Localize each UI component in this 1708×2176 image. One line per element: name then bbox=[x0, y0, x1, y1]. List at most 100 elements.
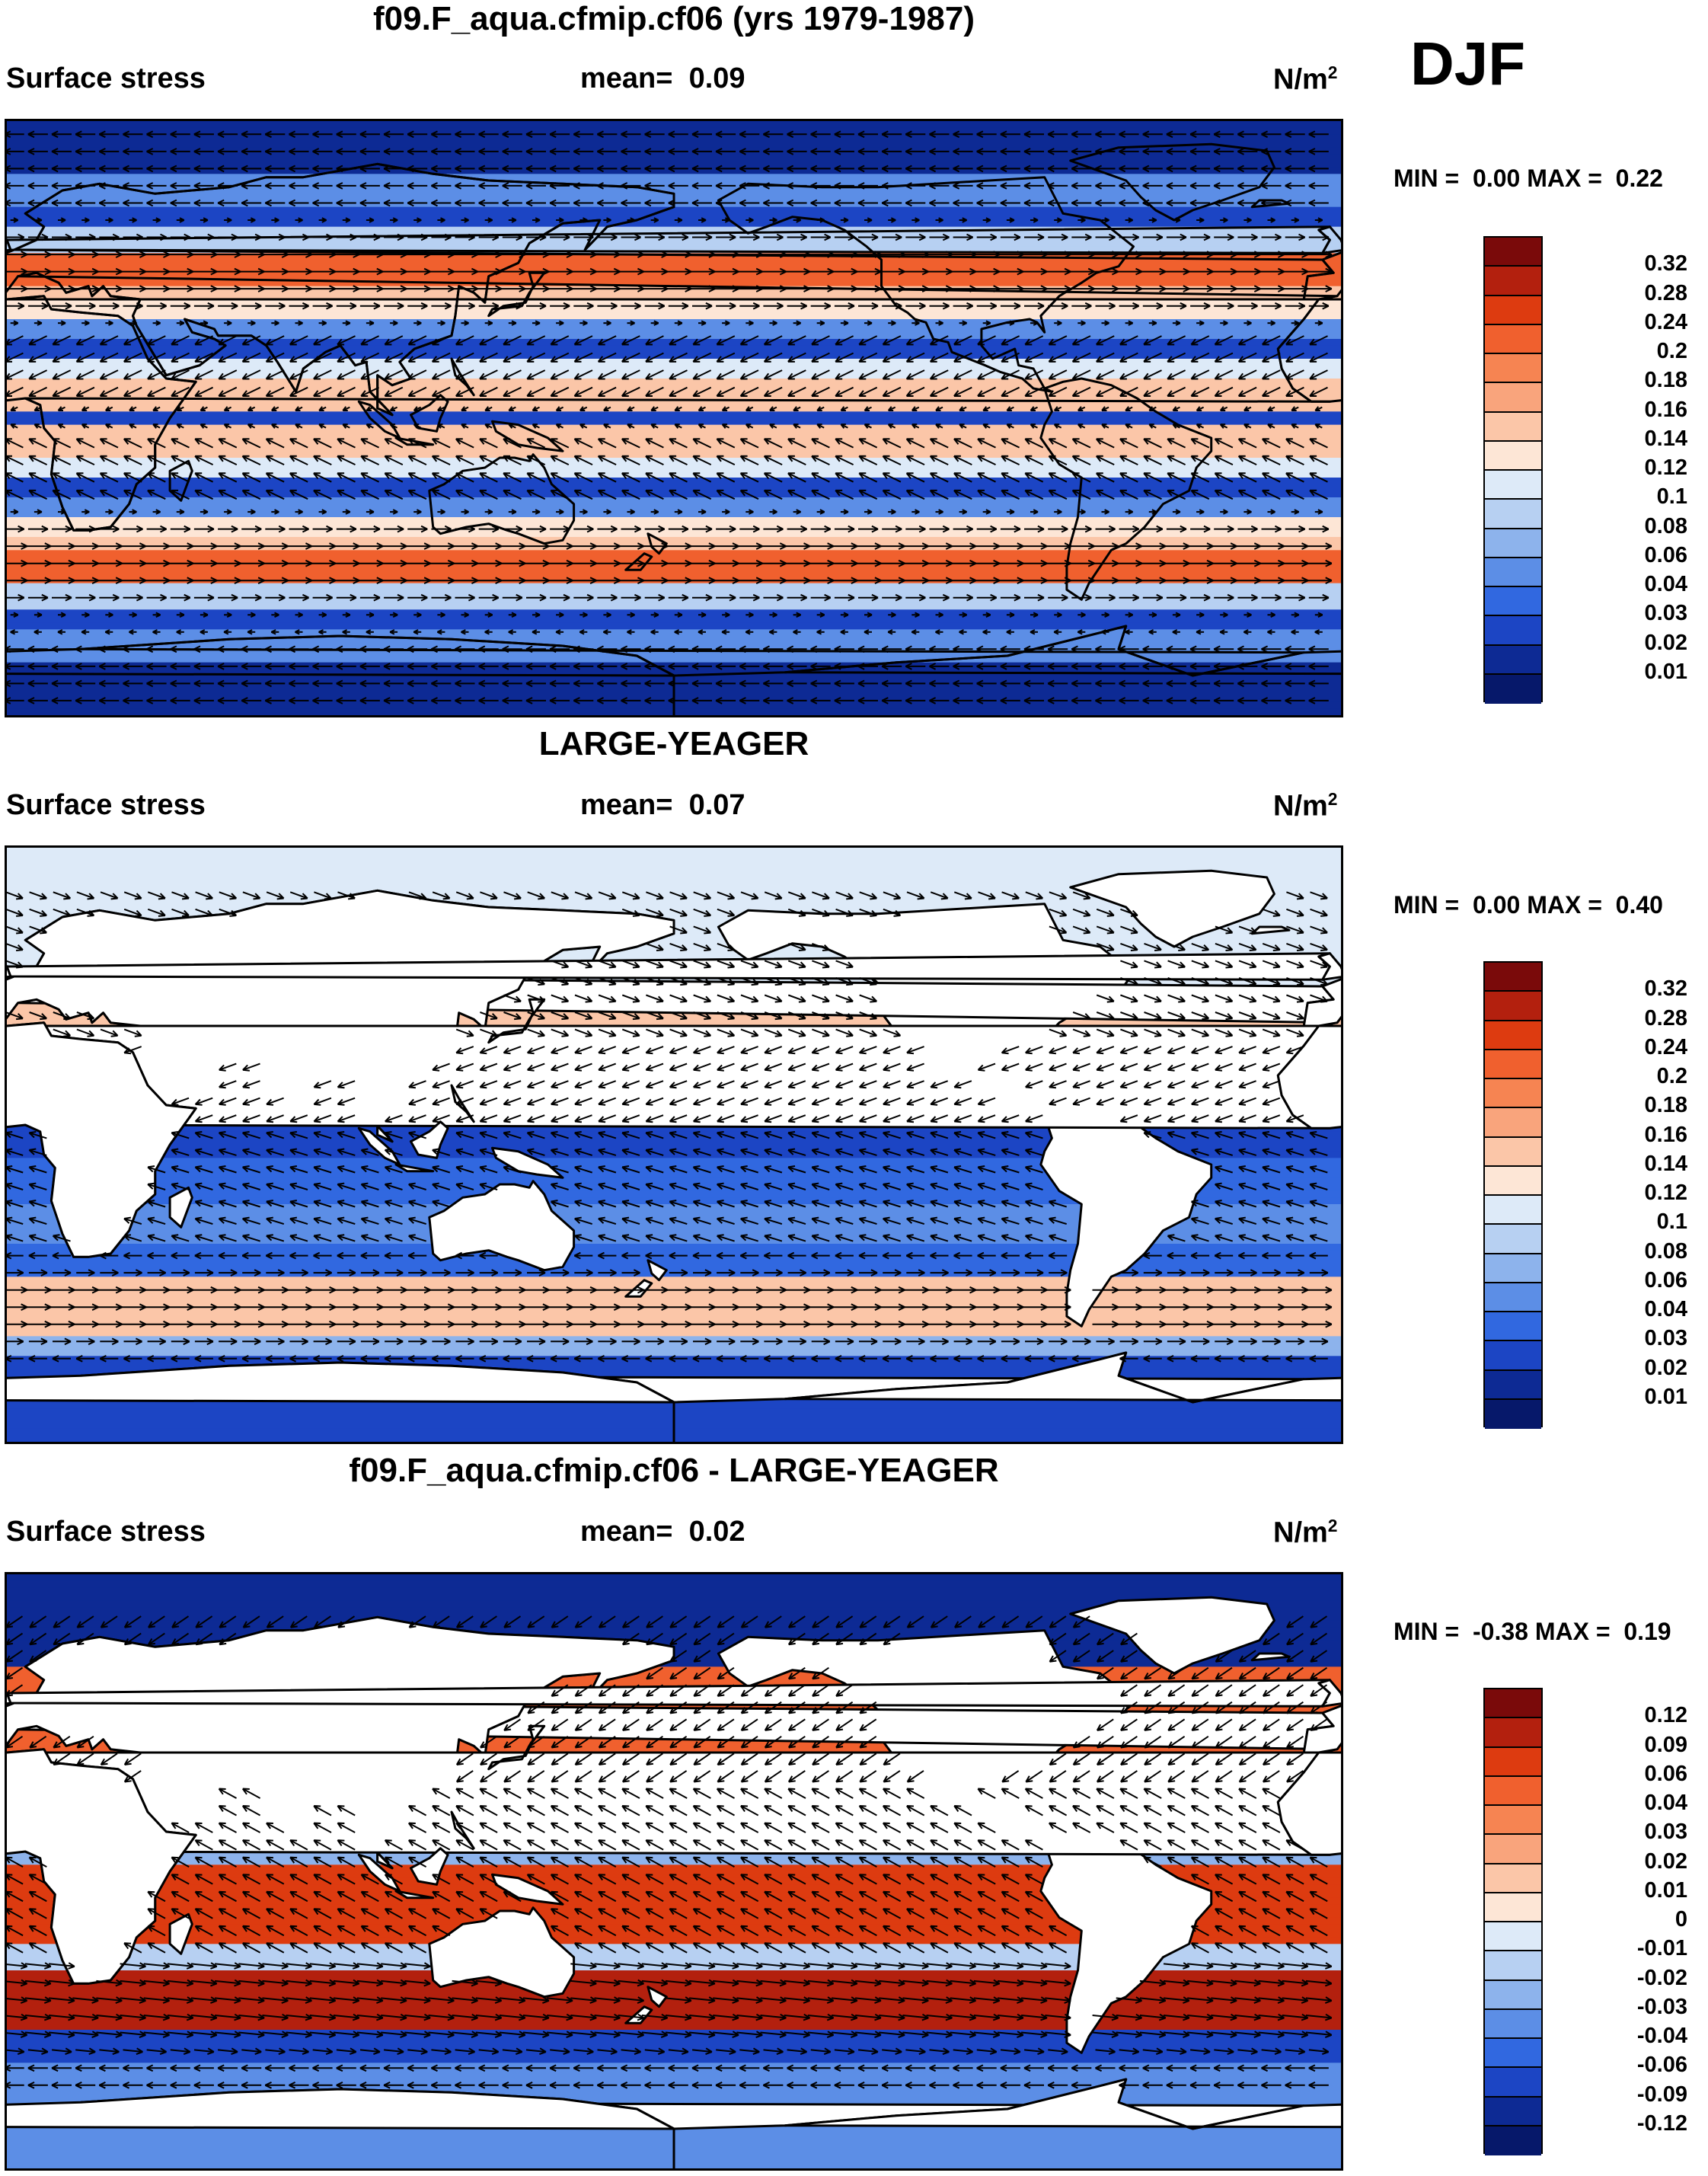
wind-stress-vector bbox=[787, 335, 806, 346]
wind-stress-vector bbox=[7, 165, 24, 173]
wind-stress-vector bbox=[692, 352, 712, 363]
wind-stress-vector bbox=[52, 455, 72, 466]
wind-stress-vector bbox=[787, 302, 808, 310]
wind-stress-vector bbox=[935, 423, 943, 429]
wind-stress-vector bbox=[739, 369, 759, 380]
wind-stress-vector bbox=[858, 369, 878, 380]
wind-stress-vector bbox=[1024, 352, 1044, 363]
wind-stress-vector bbox=[811, 455, 830, 466]
wind-stress-vector bbox=[7, 455, 24, 466]
wind-stress-vector bbox=[816, 320, 825, 326]
wind-stress-vector bbox=[479, 438, 498, 449]
wind-stress-vector bbox=[1267, 217, 1275, 223]
wind-stress-vector bbox=[691, 130, 712, 139]
wind-stress-vector bbox=[1006, 320, 1015, 326]
field-band bbox=[7, 161, 1341, 168]
coastline-africa bbox=[7, 295, 197, 532]
wind-stress-vector bbox=[176, 423, 184, 429]
wind-stress-vector bbox=[52, 302, 72, 310]
wind-stress-vector bbox=[455, 352, 474, 363]
colorbar-segment bbox=[1485, 963, 1541, 992]
wind-stress-vector bbox=[691, 182, 712, 190]
wind-stress-vector bbox=[739, 386, 759, 397]
wind-stress-vector bbox=[1214, 438, 1234, 449]
colorbar-segment bbox=[1485, 1341, 1541, 1371]
wind-stress-vector bbox=[762, 130, 784, 139]
wind-stress-vector bbox=[479, 455, 498, 466]
colorbar-segment bbox=[1485, 1399, 1541, 1429]
wind-stress-vector bbox=[1285, 165, 1305, 173]
wind-stress-vector bbox=[265, 233, 286, 241]
wind-stress-vector bbox=[123, 165, 143, 173]
wind-stress-vector bbox=[1001, 386, 1020, 397]
wind-stress-vector bbox=[1142, 199, 1163, 207]
wind-stress-vector bbox=[312, 182, 333, 190]
wind-stress-vector bbox=[176, 217, 185, 223]
wind-stress-vector bbox=[34, 217, 43, 223]
wind-stress-vector bbox=[313, 335, 332, 346]
wind-stress-vector bbox=[1071, 302, 1092, 310]
field-band bbox=[7, 1587, 1341, 1595]
wind-stress-vector bbox=[147, 335, 166, 346]
wind-stress-vector bbox=[318, 423, 327, 429]
wind-stress-vector bbox=[289, 386, 308, 397]
wind-stress-vector bbox=[1095, 165, 1116, 173]
wind-stress-vector bbox=[247, 406, 256, 411]
field-band bbox=[7, 286, 1341, 293]
field-band bbox=[7, 543, 1341, 551]
wind-stress-vector bbox=[52, 472, 72, 483]
wind-stress-vector bbox=[1095, 233, 1116, 241]
wind-stress-vector bbox=[715, 182, 736, 190]
wind-stress-vector bbox=[1000, 302, 1021, 310]
wind-stress-vector bbox=[318, 320, 327, 326]
panel1-mean-label: mean= bbox=[580, 62, 673, 94]
wind-stress-vector bbox=[835, 335, 854, 346]
wind-stress-vector bbox=[959, 406, 967, 411]
colorbar-tick-label: 0.28 bbox=[1644, 280, 1687, 305]
wind-stress-vector bbox=[170, 130, 190, 139]
wind-stress-vector bbox=[171, 335, 190, 346]
wind-stress-vector bbox=[644, 165, 665, 173]
wind-stress-vector bbox=[478, 165, 499, 173]
wind-stress-vector bbox=[7, 369, 24, 380]
wind-stress-vector bbox=[479, 369, 498, 380]
wind-stress-vector bbox=[295, 320, 303, 326]
wind-stress-vector bbox=[289, 369, 308, 380]
wind-stress-vector bbox=[7, 233, 25, 241]
wind-stress-vector bbox=[407, 165, 428, 173]
panel1-max-value: 0.22 bbox=[1615, 165, 1663, 192]
wind-stress-vector bbox=[223, 406, 232, 411]
field-band bbox=[7, 379, 1341, 386]
wind-stress-vector bbox=[313, 386, 332, 397]
wind-stress-vector bbox=[170, 302, 191, 310]
wind-stress-vector bbox=[715, 199, 736, 207]
wind-stress-vector bbox=[193, 165, 214, 173]
colorbar-tick-label: 0.18 bbox=[1644, 368, 1687, 393]
wind-stress-vector bbox=[526, 472, 546, 483]
wind-stress-vector bbox=[52, 369, 72, 380]
wind-stress-vector bbox=[977, 438, 996, 449]
wind-stress-vector bbox=[621, 438, 640, 449]
wind-stress-vector bbox=[1101, 406, 1109, 411]
wind-stress-vector bbox=[811, 335, 830, 346]
wind-stress-vector bbox=[835, 352, 854, 363]
wind-stress-vector bbox=[763, 455, 783, 466]
wind-stress-vector bbox=[1285, 438, 1304, 449]
wind-stress-vector bbox=[1054, 217, 1062, 223]
wind-stress-vector bbox=[27, 165, 48, 173]
wind-stress-vector bbox=[597, 335, 617, 346]
wind-stress-vector bbox=[289, 148, 309, 155]
wind-stress-vector bbox=[431, 455, 451, 466]
wind-stress-vector bbox=[7, 335, 24, 346]
wind-stress-vector bbox=[170, 199, 190, 207]
wind-stress-vector bbox=[1214, 386, 1234, 397]
panel3-map bbox=[5, 1572, 1343, 2171]
colorbar-segment bbox=[1485, 2097, 1541, 2126]
wind-stress-vector bbox=[1220, 217, 1228, 223]
wind-stress-vector bbox=[526, 438, 546, 449]
wind-stress-vector bbox=[1047, 199, 1068, 207]
wind-stress-vector bbox=[217, 182, 238, 190]
wind-stress-vector bbox=[337, 455, 356, 466]
wind-stress-vector bbox=[668, 148, 688, 155]
wind-stress-vector bbox=[674, 423, 682, 429]
